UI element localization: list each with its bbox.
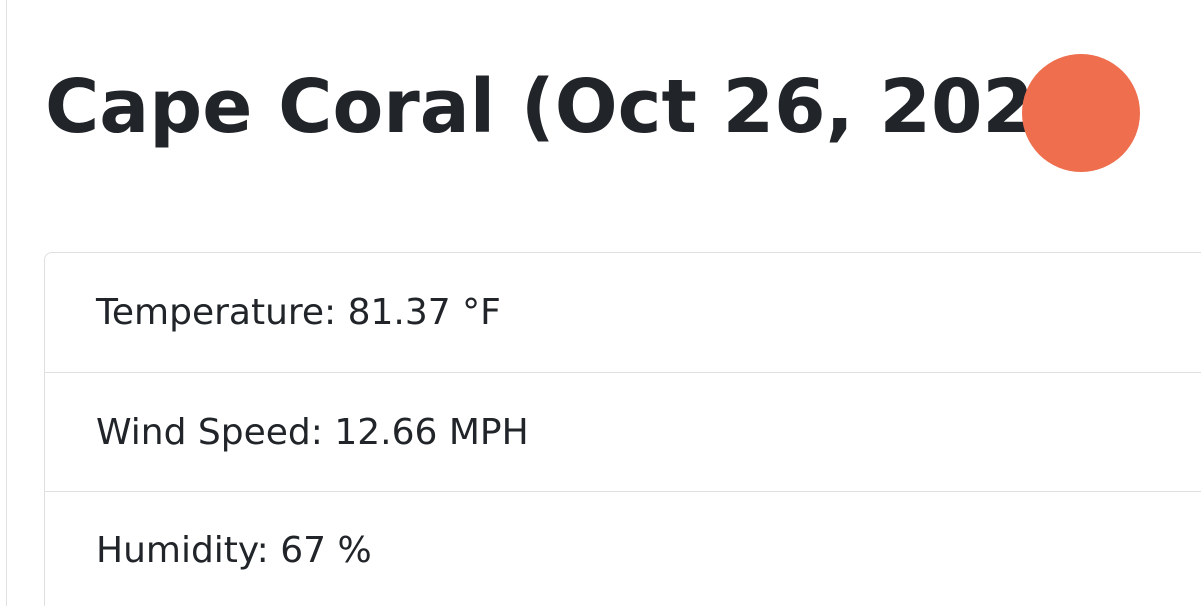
weather-details-list: Temperature: 81.37 °F Wind Speed: 12.66 …	[44, 252, 1201, 606]
temperature-value: 81.37 °F	[347, 291, 501, 333]
wind-speed-item: Wind Speed: 12.66 MPH	[45, 372, 1201, 491]
wind-speed-value: 12.66 MPH	[334, 411, 529, 453]
humidity-item: Humidity: 67 %	[45, 491, 1201, 606]
city-date-title: Cape Coral (Oct 26, 2022)	[45, 64, 1120, 150]
humidity-label: Humidity:	[96, 530, 269, 571]
temperature-label: Temperature:	[96, 291, 337, 333]
wind-speed-label: Wind Speed:	[96, 411, 323, 453]
page-left-divider	[0, 0, 7, 606]
temperature-item: Temperature: 81.37 °F	[45, 253, 1201, 371]
weather-condition-icon	[1022, 54, 1140, 172]
humidity-value: 67 %	[280, 530, 372, 571]
